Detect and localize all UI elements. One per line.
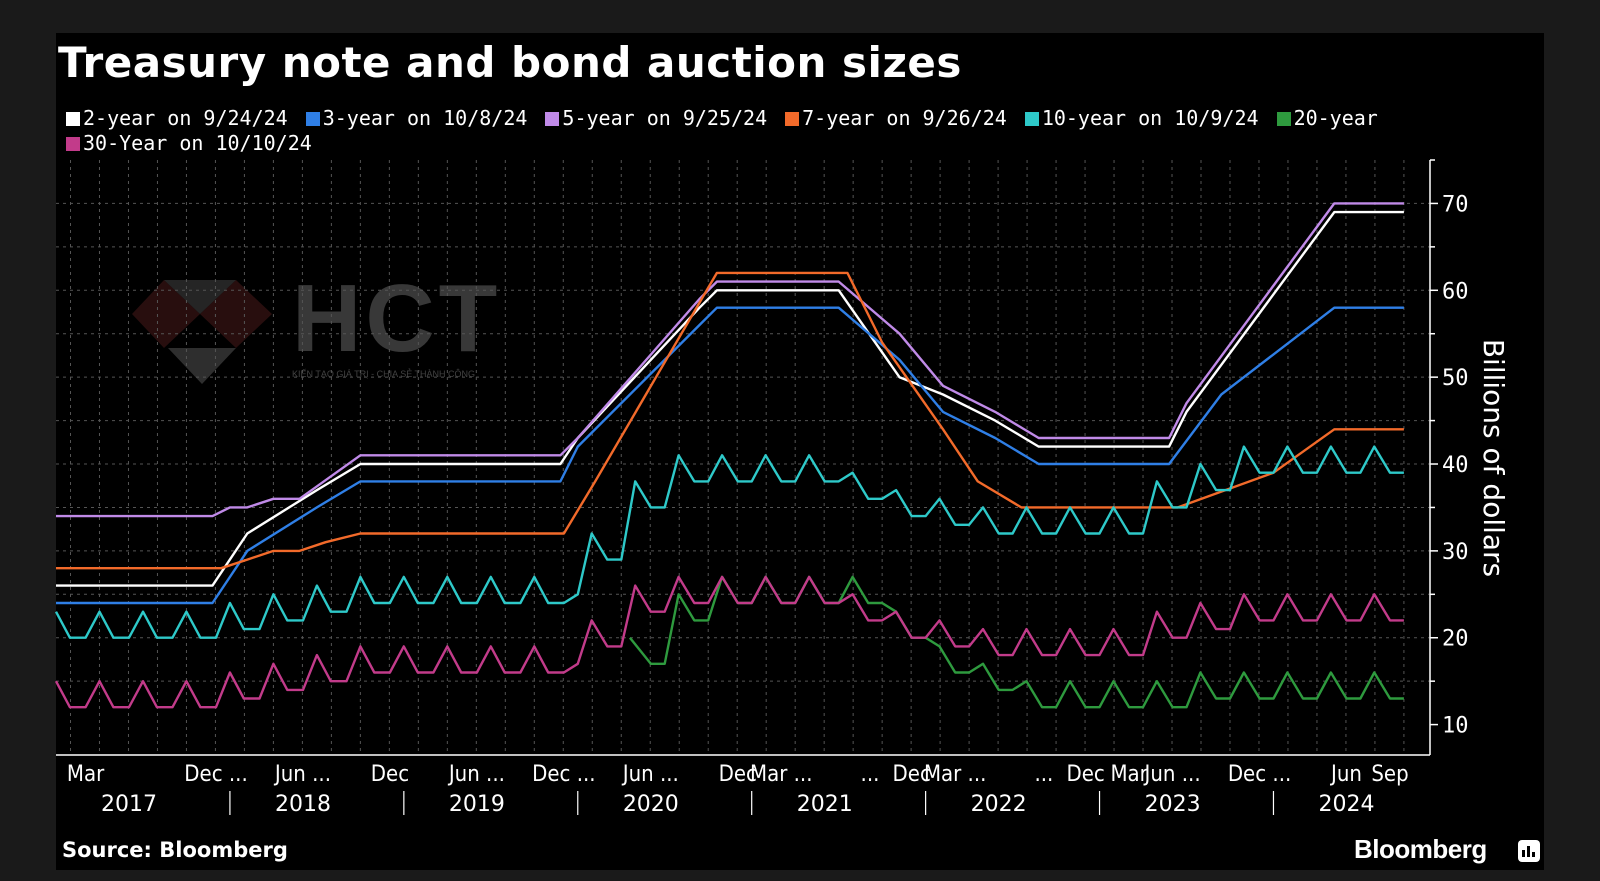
y-tick-label: 20 [1442, 627, 1469, 652]
y-tick-label: 70 [1442, 192, 1469, 217]
series-line-3 [56, 202, 1404, 518]
chart-card [56, 33, 1544, 870]
legend-swatch [66, 137, 80, 151]
legend-swatch [545, 112, 560, 126]
legend-item: 10-year on 10/9/24 [1024, 106, 1259, 131]
x-tick-label: ... [1034, 762, 1053, 787]
legend-label: 2-year on 9/24/24 [83, 106, 288, 130]
y-tick-label: 30 [1442, 540, 1469, 565]
legend-swatch [305, 112, 320, 126]
legend-label: 5-year on 9/25/24 [562, 106, 768, 130]
x-year-label: 2021 [797, 792, 853, 817]
x-year-label: 2024 [1319, 792, 1375, 817]
x-year-label: 2017 [101, 792, 157, 817]
x-tick-label: Jun [1329, 762, 1362, 787]
series-line-4 [56, 271, 1404, 570]
chart-title: Treasury note and bond auction sizes [58, 38, 962, 87]
x-tick-label: Mar ... [924, 762, 986, 787]
legend-swatch [1024, 112, 1039, 126]
x-tick-label: Dec [371, 762, 409, 787]
series-lines [54, 202, 1404, 709]
series-line-7 [54, 575, 1404, 709]
x-year-label: 2018 [275, 792, 331, 817]
y-tick-label: 10 [1442, 714, 1469, 739]
legend-item: 2-year on 9/24/24 [66, 106, 288, 131]
watermark-logo-icon [132, 280, 272, 384]
x-tick-label: Dec ... [532, 762, 595, 787]
legend-item: 30-Year on 10/10/24 [66, 131, 312, 156]
series-line-5 [54, 445, 1404, 639]
x-tick-label: Dec ... [1228, 762, 1291, 787]
x-tick-label: Jun ... [273, 762, 331, 787]
series-line-1 [56, 210, 1404, 587]
x-tick-label: Jun ... [447, 762, 505, 787]
y-tick-label: 40 [1442, 453, 1469, 478]
legend-swatch [1276, 112, 1291, 126]
legend-label: 7-year on 9/26/24 [802, 106, 1007, 130]
bloomberg-logo: Bloomberg [1354, 834, 1487, 864]
x-tick-label: Dec ... [184, 762, 247, 787]
x-tick-label: Mar [67, 762, 105, 787]
legend-item: 20-year [1276, 106, 1378, 131]
legend-item: 3-year on 10/8/24 [305, 106, 528, 131]
x-tick-label: Sep [1371, 762, 1408, 787]
y-tick-label: 60 [1442, 279, 1469, 304]
watermark-text: HCT [292, 265, 502, 372]
y-axis-label: Billions of dollars [1477, 339, 1510, 577]
watermark: HCT KIẾN TẠO GIÁ TRỊ - CHIA SẺ THÀNH CÔN… [132, 265, 522, 386]
x-tick-label: Dec [1066, 762, 1104, 787]
x-tick-label: Mar ... [750, 762, 812, 787]
chart-legend: 2-year on 9/24/24 3-year on 10/8/24 5-year… [66, 106, 1486, 156]
watermark-subtitle: KIẾN TẠO GIÁ TRỊ - CHIA SẺ THÀNH CÔNG [292, 369, 476, 379]
legend-swatch [785, 112, 800, 126]
grid-lines [56, 160, 1430, 755]
x-tick-label: ... [861, 762, 880, 787]
legend-label: 10-year on 10/9/24 [1041, 106, 1259, 130]
legend-label: 3-year on 10/8/24 [322, 106, 528, 130]
x-year-label: 2023 [1145, 792, 1201, 817]
bloomberg-chart-icon [1518, 840, 1540, 862]
x-tick-label: Jun ... [1143, 762, 1201, 787]
legend-swatch [66, 112, 80, 126]
x-tick-label: Dec [719, 762, 757, 787]
x-tick-label: Jun ... [621, 762, 679, 787]
legend-item: 7-year on 9/26/24 [785, 106, 1007, 131]
x-tick-label: Mar [1110, 762, 1148, 787]
y-tick-label: 50 [1442, 366, 1469, 391]
x-year-label: 2020 [623, 792, 679, 817]
x-year-label: 2022 [971, 792, 1027, 817]
axes: 10 20 30 40 50 60 70 Billions of dollars Mar Dec … [56, 159, 1510, 817]
x-tick-label: Dec [893, 762, 931, 787]
x-year-label: 2019 [449, 792, 505, 817]
legend-label: 20-year [1293, 106, 1378, 130]
series-line-2 [56, 306, 1404, 605]
legend-label: 30-Year on 10/10/24 [83, 131, 312, 155]
source-note: Source: Bloomberg [62, 838, 288, 862]
legend-item: 5-year on 9/25/24 [545, 106, 767, 131]
